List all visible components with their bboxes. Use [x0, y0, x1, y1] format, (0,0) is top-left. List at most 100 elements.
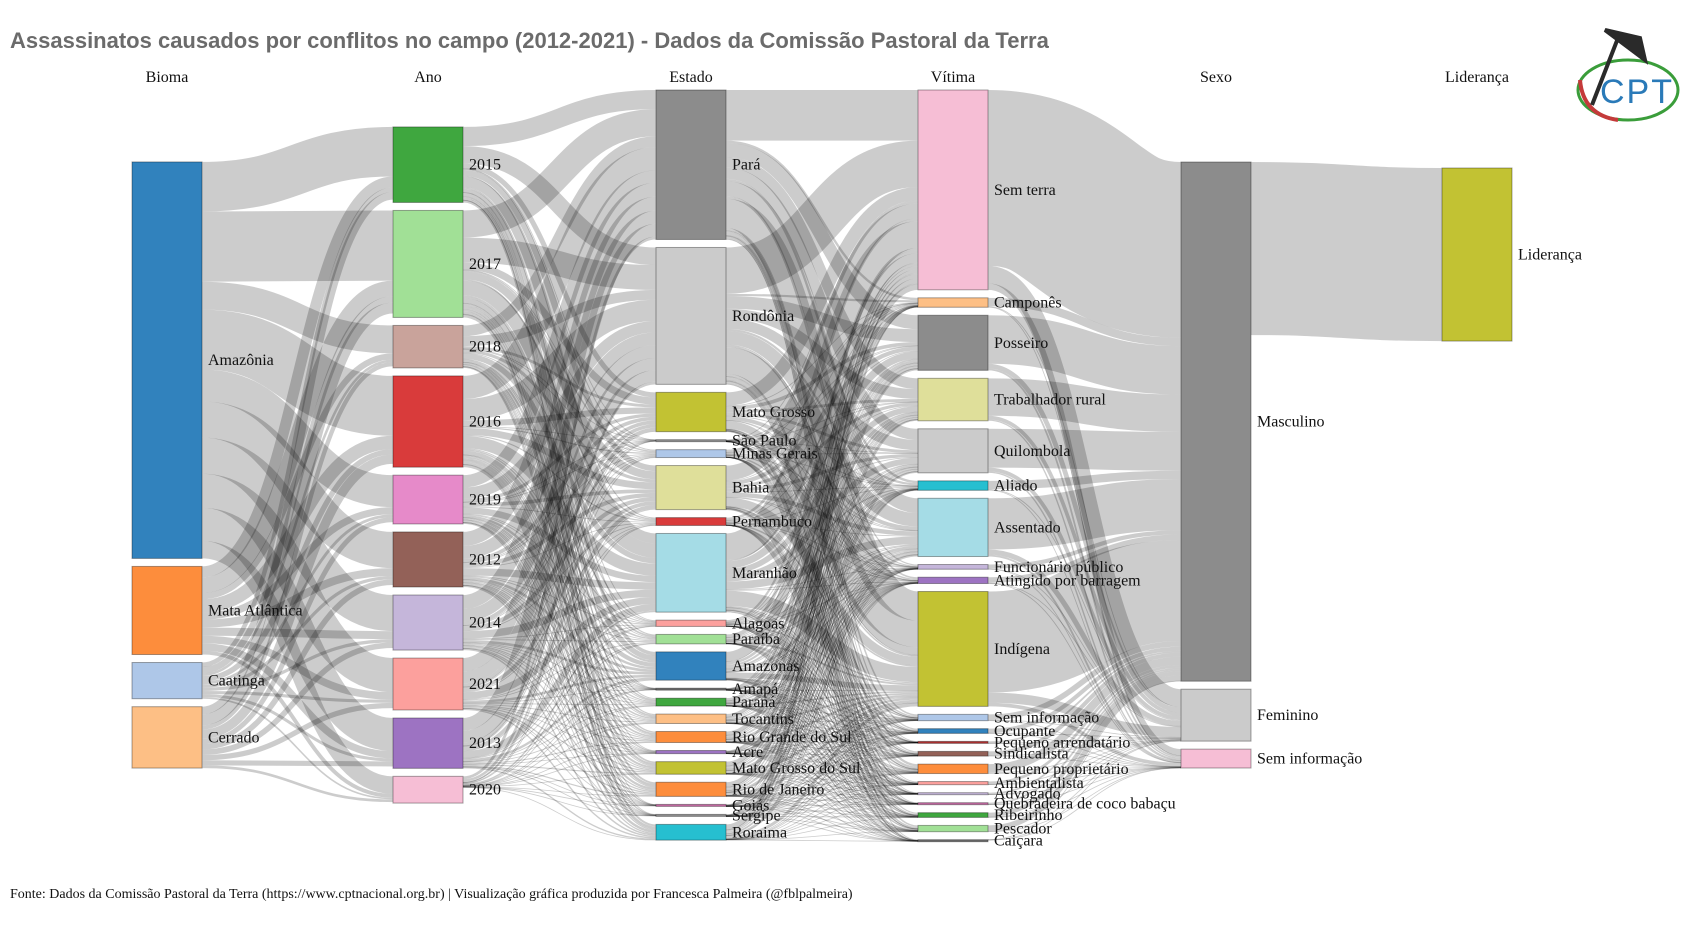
sankey-link [462, 296, 657, 638]
sankey-node [655, 89, 727, 240]
sankey-link [462, 456, 657, 720]
sankey-node-label: Trabalhador rural [994, 392, 1106, 409]
sankey-node-label: Mato Grosso do Sul [732, 760, 861, 777]
sankey-link [725, 305, 919, 718]
sankey-link [725, 471, 919, 834]
sankey-link [725, 488, 919, 670]
sankey-link [725, 551, 919, 771]
sankey-link [725, 471, 919, 806]
sankey-link [725, 582, 919, 722]
sankey-link [462, 464, 657, 833]
sankey-link [725, 441, 919, 794]
sankey-link [725, 454, 919, 532]
sankey-link [725, 506, 919, 743]
sankey-link [462, 766, 657, 817]
sankey-link [462, 381, 657, 782]
sankey-link [462, 192, 657, 689]
sankey-link [725, 525, 919, 830]
sankey-link [462, 168, 657, 441]
sankey-link [201, 210, 394, 282]
sankey-link [723, 198, 921, 621]
sankey-link [986, 265, 1183, 707]
sankey-link [987, 646, 1182, 733]
sankey-link [200, 473, 395, 693]
sankey-link [987, 739, 1182, 785]
sankey-link [725, 582, 919, 705]
sankey-link [462, 514, 657, 641]
sankey-link [725, 548, 919, 704]
sankey-link [725, 755, 919, 840]
sankey-node [1180, 748, 1252, 769]
sankey-link [462, 741, 657, 765]
sankey-link [725, 441, 919, 830]
sankey-link [725, 753, 919, 785]
sankey-link [462, 643, 657, 786]
sankey-link [725, 415, 919, 703]
sankey-link [725, 455, 919, 657]
sankey-node [655, 713, 727, 724]
sankey-node-label: Funcionário público [994, 559, 1123, 576]
sankey-link [725, 610, 919, 817]
sankey-node [131, 662, 203, 700]
sankey-link [725, 702, 919, 807]
sankey-node [655, 813, 727, 817]
sankey-link [725, 471, 919, 816]
sankey-link [725, 705, 919, 744]
sankey-link [725, 524, 919, 817]
sankey-link [725, 732, 919, 754]
sankey-link [725, 719, 919, 754]
sankey-link [725, 466, 919, 703]
sankey-link [987, 766, 1182, 774]
sankey-link [725, 643, 919, 805]
sankey-link [462, 440, 657, 503]
sankey-link [725, 773, 919, 842]
sankey-link [462, 624, 657, 640]
sankey-link [725, 237, 919, 828]
sankey-link [725, 457, 919, 841]
sankey-link [725, 411, 919, 624]
sankey-link [725, 453, 919, 492]
sankey-link [725, 793, 919, 797]
sankey-link [725, 793, 919, 817]
sankey-node [917, 314, 989, 371]
sankey-link [725, 440, 919, 454]
sankey-link [725, 415, 919, 720]
sankey-link [987, 767, 1182, 833]
sankey-link [725, 143, 919, 330]
sankey-link [725, 550, 919, 740]
sankey-link [462, 455, 657, 688]
sankey-link [462, 579, 657, 690]
sankey-link [987, 732, 1182, 768]
sankey-link [725, 235, 919, 794]
sankey-link [725, 373, 919, 718]
sankey-link [725, 742, 919, 796]
sankey-link [725, 304, 919, 623]
sankey-link [725, 608, 919, 772]
sankey-link [462, 195, 657, 752]
sankey-node [655, 619, 727, 627]
sankey-link [725, 582, 919, 817]
sankey-link [725, 269, 919, 736]
sankey-link [462, 269, 657, 453]
sankey-link [725, 678, 919, 744]
sankey-node [392, 594, 464, 651]
sankey-link [201, 517, 394, 744]
sankey-link [725, 839, 919, 842]
sankey-link [725, 428, 919, 732]
sankey-link [725, 795, 919, 805]
sankey-link [725, 625, 919, 817]
sankey-link [462, 642, 657, 690]
sankey-link [725, 755, 919, 807]
sankey-node-label: Posseiro [994, 335, 1048, 352]
sankey-node [917, 792, 989, 796]
sankey-link [725, 741, 919, 744]
sankey-link [462, 420, 657, 626]
sankey-node [1441, 167, 1513, 342]
sankey-link [462, 585, 657, 836]
sankey-node [917, 89, 989, 291]
sankey-node-label: 2016 [469, 414, 501, 431]
sankey-link [725, 346, 919, 486]
sankey-link [725, 679, 919, 818]
sankey-link [725, 440, 919, 531]
